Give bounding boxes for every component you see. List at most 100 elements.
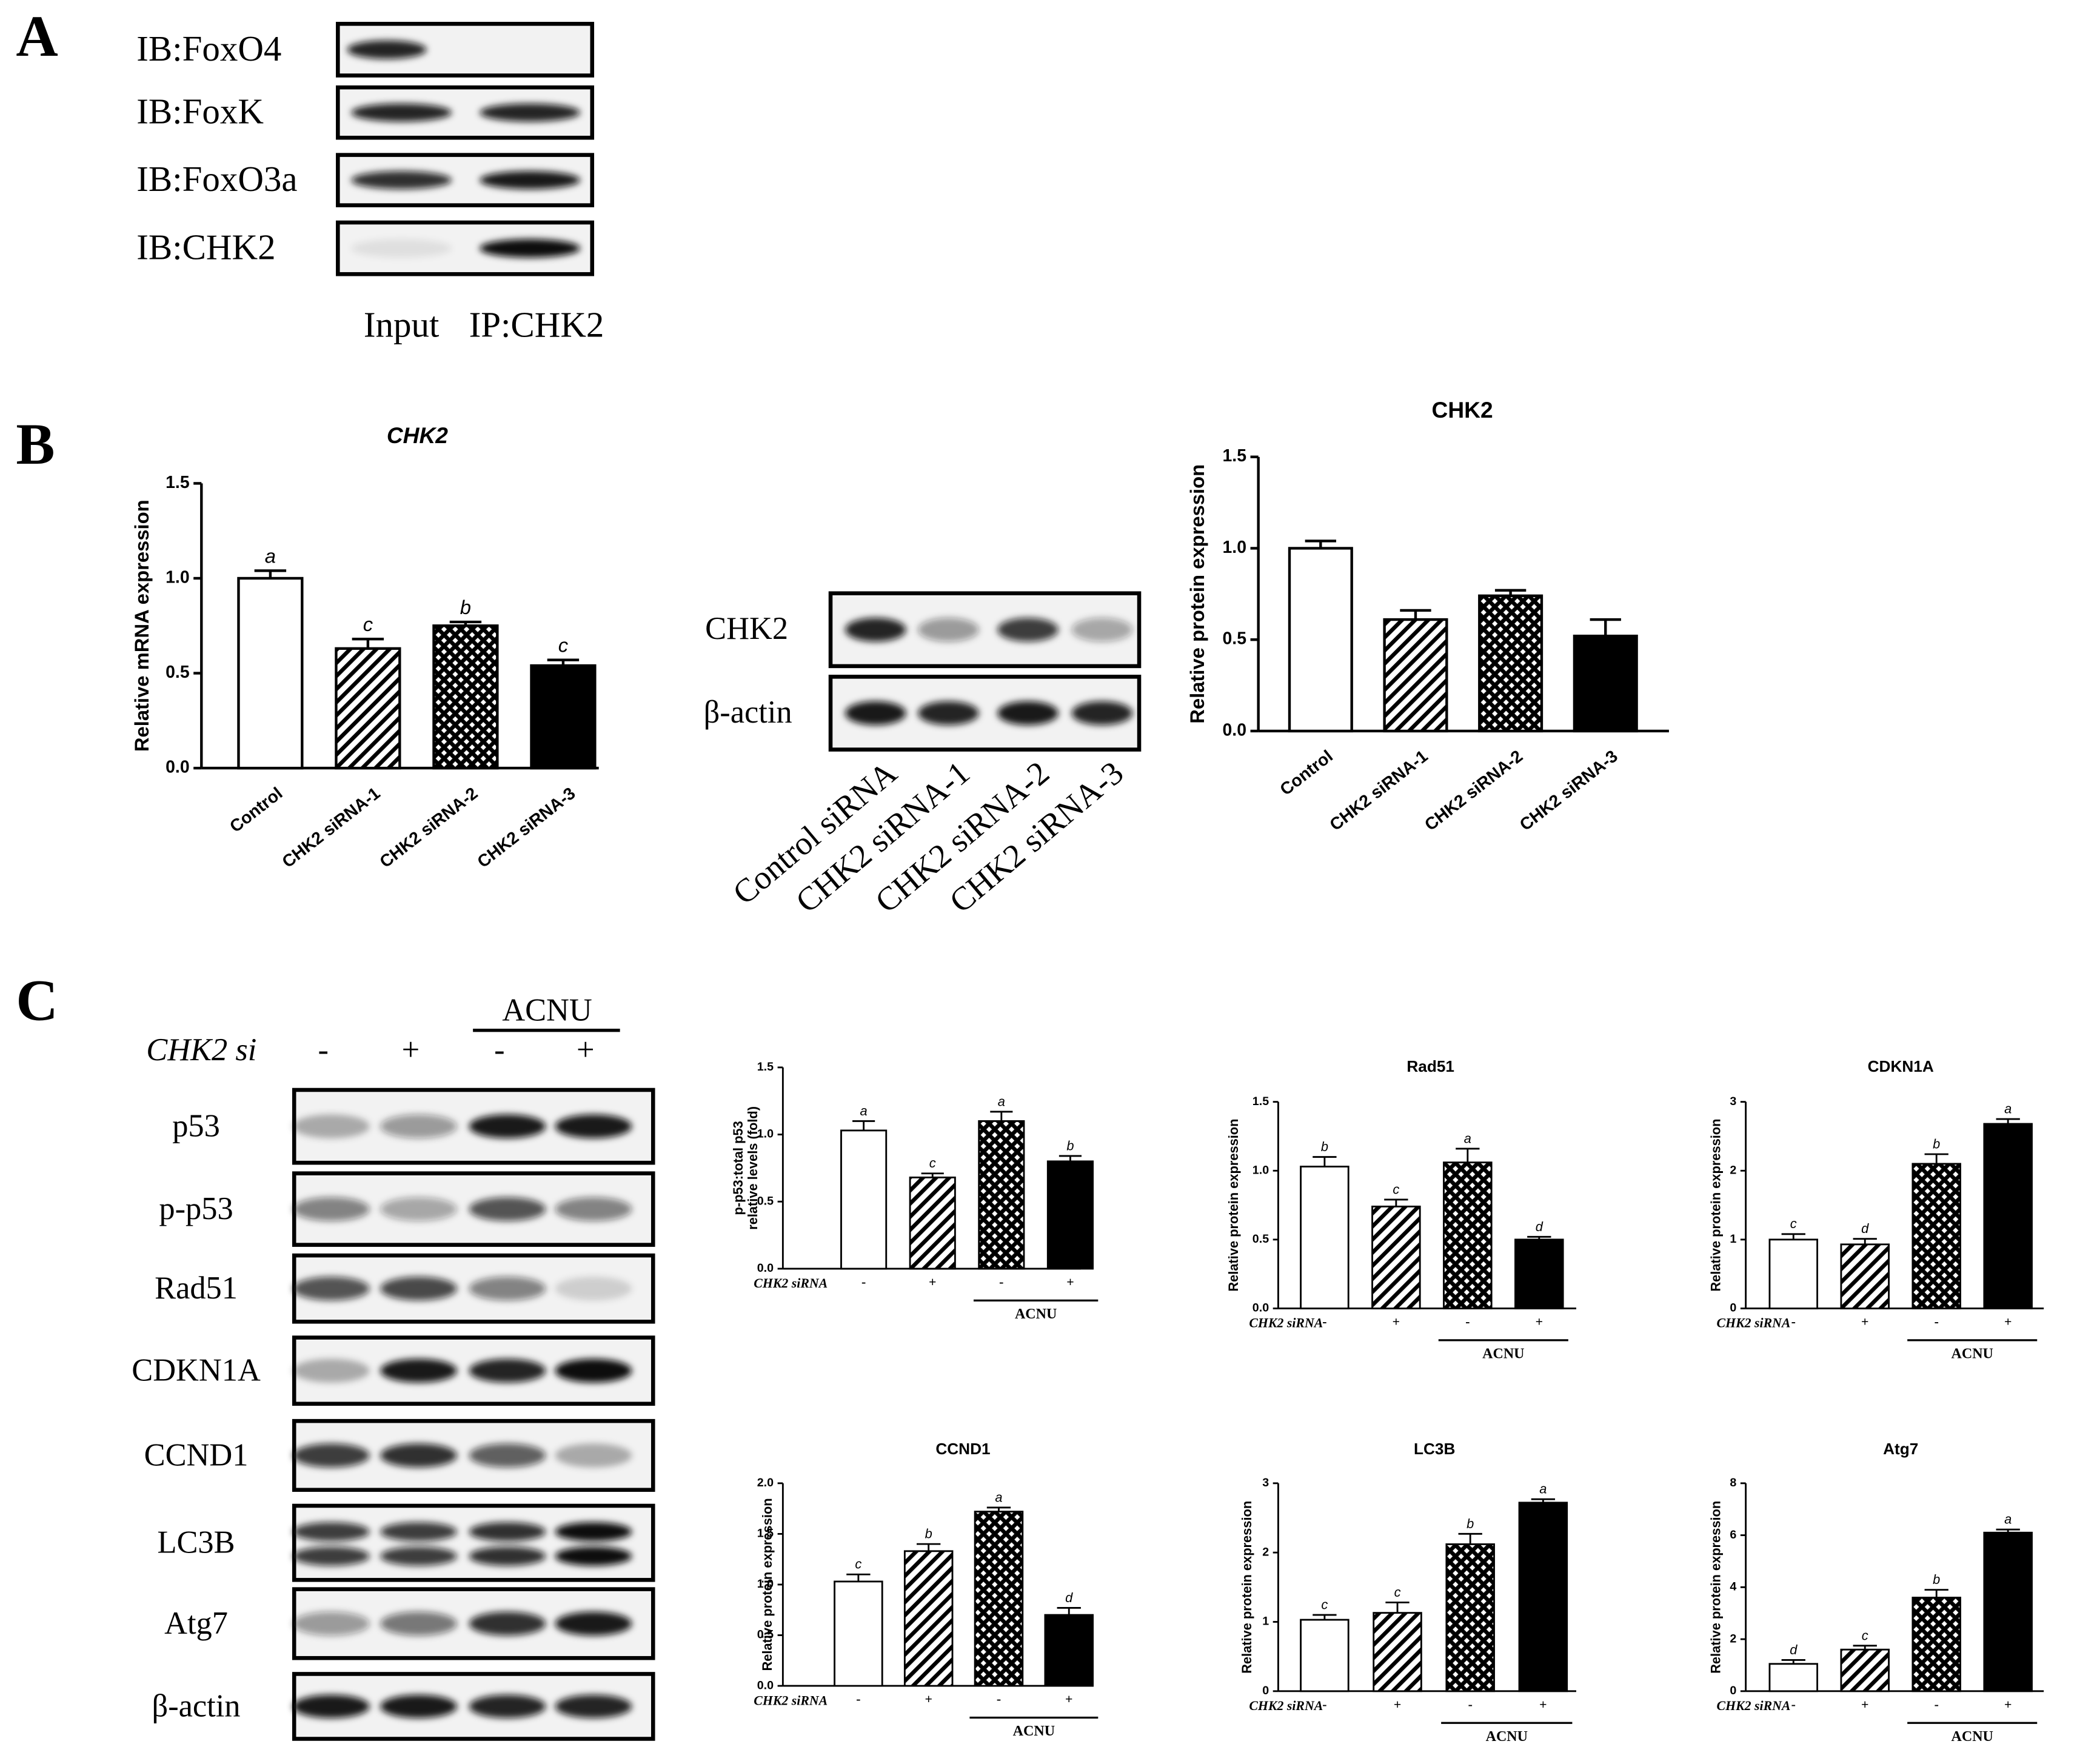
significance-letter: a	[995, 1489, 1002, 1505]
blot-band-group	[555, 1114, 632, 1138]
bar	[432, 624, 499, 770]
blot-band-group	[845, 618, 906, 642]
chart-title: CDKN1A	[1868, 1057, 1934, 1075]
blot-band	[469, 1358, 546, 1383]
blot-band-group	[555, 1443, 632, 1468]
treatment-sign: +	[577, 1032, 595, 1067]
x-tick-label: -	[1935, 1315, 1939, 1329]
x-tick-label: +	[925, 1692, 932, 1706]
blot-band-group	[469, 1358, 546, 1383]
blot-row-label: β-actin	[704, 695, 792, 730]
blot-band-group	[380, 1277, 457, 1301]
blot-band-group	[555, 1277, 632, 1301]
y-tick-label: 1.5	[1253, 1095, 1269, 1108]
significance-letter: b	[925, 1526, 932, 1542]
blot-band	[351, 239, 452, 258]
blot-band	[469, 1114, 546, 1138]
significance-letter: b	[1933, 1572, 1940, 1587]
error-bar	[846, 1573, 871, 1582]
blot-band-group	[380, 1611, 457, 1636]
treatment-label: ACNU	[1482, 1346, 1524, 1361]
significance-letter: a	[1464, 1131, 1471, 1146]
treatment-label: ACNU	[1486, 1729, 1528, 1745]
y-axis-label: Relative protein expression	[1708, 1501, 1723, 1674]
blot-band	[480, 103, 581, 122]
y-axis-label: relative levels (fold)	[745, 1106, 760, 1230]
error-bar	[1531, 1498, 1556, 1503]
significance-letter: c	[1790, 1216, 1797, 1231]
blot-band	[469, 1197, 546, 1221]
x-tick-label: +	[2004, 1697, 2012, 1712]
significance-letter: c	[1862, 1628, 1868, 1643]
bar	[978, 1120, 1025, 1270]
significance-letter: c	[363, 613, 373, 635]
blot-band	[555, 1114, 632, 1138]
y-axis-label: Relative mRNA expression	[130, 499, 153, 752]
y-tick-label: 1.0	[1253, 1163, 1269, 1177]
y-tick-label: 0.5	[166, 663, 189, 682]
y-axis-label: p-p53:total p53	[731, 1121, 746, 1215]
error-bar	[1456, 1148, 1480, 1163]
panel-label: B	[16, 412, 55, 476]
blot-lane-label: IP:CHK2	[469, 304, 604, 344]
error-bar	[852, 1120, 875, 1131]
blot-band	[469, 1611, 546, 1636]
y-tick-label: 0.0	[1253, 1301, 1269, 1315]
significance-letter: b	[1933, 1136, 1940, 1151]
x-tick-label: -	[1322, 1315, 1326, 1329]
error-bar	[352, 637, 384, 649]
chart-title: CCND1	[935, 1440, 990, 1458]
bar	[1911, 1163, 1961, 1309]
blot-band-group	[380, 1358, 457, 1383]
blot-band-group	[555, 1694, 632, 1719]
blot-band-group	[380, 1443, 457, 1468]
blot-band-group	[555, 1611, 632, 1636]
blot-band-group	[469, 1114, 546, 1138]
blot-band-group	[380, 1694, 457, 1719]
blot-band-group	[293, 1443, 370, 1468]
bar	[840, 1129, 888, 1270]
x-tick-label: -	[861, 1275, 866, 1289]
blot-band-group	[555, 1197, 632, 1221]
significance-letter: a	[998, 1094, 1005, 1109]
significance-letter: d	[1065, 1590, 1073, 1605]
y-tick-label: 1.5	[1223, 446, 1246, 466]
blot-row-label: Atg7	[164, 1606, 228, 1641]
blot-band	[555, 1197, 632, 1221]
significance-letter: d	[1790, 1642, 1798, 1657]
treatment-label: ACNU	[502, 992, 592, 1027]
bar	[1300, 1619, 1350, 1692]
blot-row-label: CDKN1A	[132, 1353, 261, 1388]
treatment-label: ACNU	[1952, 1346, 1993, 1361]
y-tick-label: 0.0	[757, 1261, 774, 1275]
treatment-sign: +	[402, 1032, 420, 1067]
blot-band	[380, 1114, 457, 1138]
treatment-label: ACNU	[1952, 1729, 1993, 1745]
bar	[1768, 1663, 1819, 1692]
y-tick-label: 8	[1730, 1476, 1736, 1489]
blot-band-group	[555, 1358, 632, 1383]
significance-letter: c	[855, 1557, 861, 1572]
blot-band-group	[380, 1197, 457, 1221]
bar	[1478, 594, 1544, 733]
error-bar	[1384, 1198, 1408, 1207]
bar	[1840, 1243, 1890, 1309]
x-tick-label: +	[1861, 1315, 1868, 1329]
blot-row-label: p53	[172, 1108, 220, 1143]
bar	[530, 664, 597, 770]
x-tick-label: +	[1394, 1697, 1401, 1712]
error-bar	[921, 1172, 944, 1178]
panel-label: C	[16, 967, 58, 1032]
significance-letter: c	[1394, 1585, 1401, 1600]
error-bar	[1853, 1238, 1877, 1244]
x-tick-label: -	[1791, 1315, 1796, 1329]
blot-band	[380, 1443, 457, 1468]
blot-row-label: p-p53	[159, 1191, 233, 1226]
blot-band	[469, 1522, 546, 1542]
significance-letter: d	[1536, 1219, 1544, 1234]
x-tick-label: +	[1536, 1315, 1543, 1329]
x-tick-label: +	[929, 1275, 936, 1289]
treatment-sign: -	[318, 1032, 329, 1067]
blot-band	[347, 40, 427, 59]
